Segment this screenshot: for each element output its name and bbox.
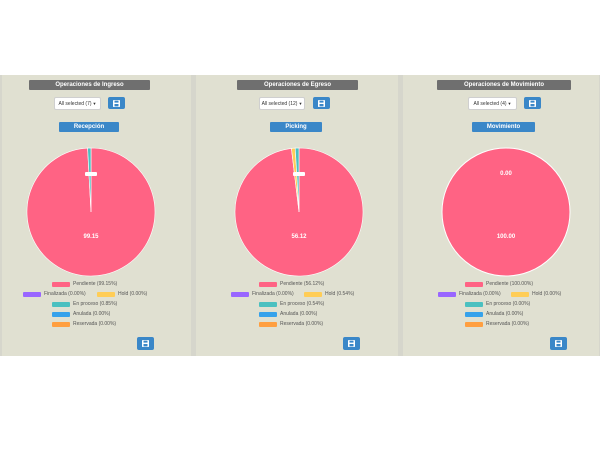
legend-swatch [52, 302, 70, 307]
legend-swatch [52, 312, 70, 317]
pie-slice-en-proceso[interactable] [87, 147, 92, 213]
download-button[interactable] [343, 337, 360, 350]
legend-swatch [52, 322, 70, 327]
legend-label: Hold (0.54%) [325, 291, 355, 297]
status-filter-select[interactable]: All selected (4)▼ [468, 97, 517, 110]
floppy-disk-icon [529, 100, 536, 107]
export-button[interactable] [524, 97, 541, 109]
pie-data-label: 100.00 [497, 234, 516, 240]
floppy-disk-icon [348, 340, 355, 347]
status-filter-select[interactable]: All selected (7)▼ [54, 97, 101, 110]
dashboard: Operaciones de Ingreso All selected (7)▼… [0, 75, 600, 356]
legend-swatch [23, 292, 41, 297]
legend-swatch [259, 302, 277, 307]
panel-title: Operaciones de Ingreso [29, 80, 150, 90]
floppy-disk-icon [142, 340, 149, 347]
legend-label: Anulada (0.00%) [280, 311, 318, 317]
legend-label: Reservada (0.00%) [280, 321, 324, 327]
status-filter-value: All selected (12) [261, 101, 298, 107]
caret-down-icon: ▼ [298, 101, 303, 106]
download-button[interactable] [550, 337, 567, 350]
legend-label: Finalizada (0.00%) [252, 291, 294, 297]
legend-label: Finalizada (0.00%) [44, 291, 86, 297]
legend-label: En proceso (0.85%) [73, 301, 118, 307]
legend-label: En proceso (0.54%) [280, 301, 325, 307]
pie-data-label: 56.12 [291, 234, 307, 240]
pie-slice-pendiente[interactable] [441, 147, 571, 277]
panel-title: Operaciones de Egreso [237, 80, 358, 90]
legend-swatch [259, 312, 277, 317]
legend-label: Anulada (0.00%) [486, 311, 524, 317]
legend-label: Reservada (0.00%) [486, 321, 530, 327]
legend-label: Reservada (0.00%) [73, 321, 117, 327]
pie-slice-en-proceso[interactable] [294, 147, 300, 213]
pie-hover-marker [293, 172, 305, 176]
section-button[interactable]: Recepción [59, 122, 119, 132]
legend-swatch [259, 322, 277, 327]
panel-title: Operaciones de Movimiento [437, 80, 571, 90]
legend-label: Pendiente (100.00%) [486, 281, 533, 287]
section-button[interactable]: Movimiento [472, 122, 535, 132]
legend-swatch [465, 282, 483, 287]
pie-chart: 56.12 [234, 147, 364, 277]
legend-label: Hold (0.00%) [532, 291, 562, 297]
legend-swatch [465, 312, 483, 317]
caret-down-icon: ▼ [507, 101, 512, 106]
legend-swatch [465, 302, 483, 307]
legend-label: Pendiente (99.15%) [73, 281, 118, 287]
pie-data-label: 0.00 [500, 171, 512, 177]
pie-data-label: 99.15 [83, 234, 99, 240]
legend-swatch [259, 282, 277, 287]
legend-swatch [52, 282, 70, 287]
status-filter-select[interactable]: All selected (12)▼ [259, 97, 305, 110]
legend-label: Pendiente (56.12%) [280, 281, 325, 287]
panel-egreso: Operaciones de Egreso All selected (12)▼… [196, 75, 398, 356]
export-button[interactable] [313, 97, 330, 109]
legend-swatch [511, 292, 529, 297]
panel-movimiento: Operaciones de Movimiento All selected (… [403, 75, 599, 356]
download-button[interactable] [137, 337, 154, 350]
status-filter-value: All selected (4) [473, 101, 507, 107]
floppy-disk-icon [555, 340, 562, 347]
section-button[interactable]: Picking [270, 122, 322, 132]
legend-swatch [465, 322, 483, 327]
legend-swatch [231, 292, 249, 297]
legend-label: Anulada (0.00%) [73, 311, 111, 317]
pie-chart: 100.00 0.00 [441, 147, 571, 277]
floppy-disk-icon [113, 100, 120, 107]
legend-label: Finalizada (0.00%) [459, 291, 501, 297]
legend-label: En proceso (0.00%) [486, 301, 531, 307]
legend-swatch [97, 292, 115, 297]
floppy-disk-icon [318, 100, 325, 107]
pie-chart: 99.15 [26, 147, 156, 277]
legend-swatch [438, 292, 456, 297]
legend-label: Hold (0.00%) [118, 291, 148, 297]
export-button[interactable] [108, 97, 125, 109]
legend-swatch [304, 292, 322, 297]
pie-hover-marker [85, 172, 97, 176]
caret-down-icon: ▼ [92, 101, 97, 106]
status-filter-value: All selected (7) [58, 101, 92, 107]
panel-ingreso: Operaciones de Ingreso All selected (7)▼… [2, 75, 191, 356]
